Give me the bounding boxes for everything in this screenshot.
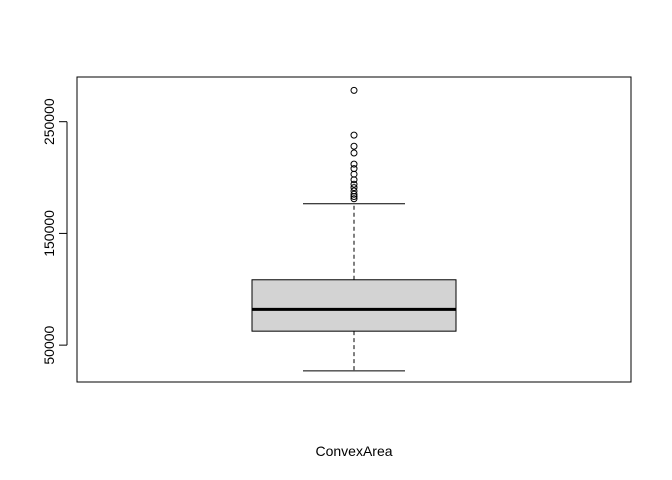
outlier-point xyxy=(350,195,358,203)
outlier-point xyxy=(350,142,358,150)
outlier-point xyxy=(350,131,358,139)
outlier-point xyxy=(350,165,358,173)
outlier-group xyxy=(350,86,358,203)
y-tick-label: 150000 xyxy=(41,210,57,257)
iqr-box xyxy=(251,279,457,332)
y-tick-label: 250000 xyxy=(41,98,57,145)
y-tick-label: 50000 xyxy=(41,325,57,364)
outlier-point xyxy=(350,149,358,157)
outlier-point xyxy=(350,187,358,195)
outlier-point xyxy=(350,160,358,168)
y-axis: 50000 150000 250000 xyxy=(41,98,68,365)
outlier-point xyxy=(350,180,358,188)
outlier-point xyxy=(350,86,358,94)
x-axis-label: ConvexArea xyxy=(315,443,392,459)
plot-frame xyxy=(76,76,632,383)
outlier-point xyxy=(350,190,358,198)
outlier-point xyxy=(350,184,358,192)
box-group xyxy=(251,203,457,372)
